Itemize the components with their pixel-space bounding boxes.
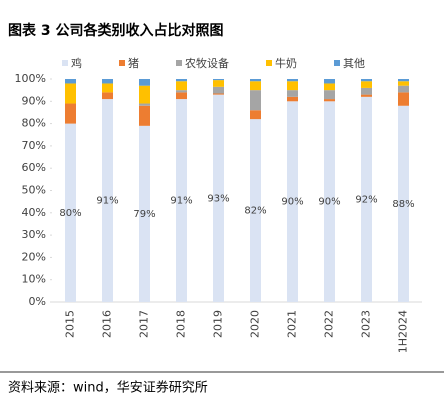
value-label: 91% — [96, 196, 118, 207]
y-tick-label: 10% — [22, 273, 46, 286]
y-tick-label: 40% — [22, 206, 46, 219]
bar-segment — [250, 81, 261, 91]
legend-label: 猪 — [128, 57, 139, 70]
value-label: 80% — [59, 208, 81, 219]
bar-segment — [361, 87, 372, 95]
bar-segment — [361, 79, 372, 82]
bar-segment — [139, 85, 150, 104]
bar-segment — [287, 81, 298, 91]
y-tick-label: 20% — [22, 250, 46, 263]
bar-segment — [398, 92, 409, 106]
x-tick-label: 2022 — [323, 310, 336, 338]
value-label: 93% — [207, 193, 229, 204]
bar-segment — [139, 125, 150, 302]
bar-segment — [176, 92, 187, 100]
bar-segment — [324, 79, 335, 84]
y-tick-label: 80% — [22, 117, 46, 130]
bar-segment — [324, 90, 335, 100]
bar-segment — [65, 103, 76, 124]
chart-title: 图表 3 公司各类别收入占比对照图 — [8, 22, 224, 39]
bar-segment — [176, 99, 187, 302]
bar-segment — [65, 83, 76, 104]
bar-segment — [287, 96, 298, 102]
y-tick-label: 30% — [22, 228, 46, 241]
x-tick-label: 2016 — [101, 310, 114, 338]
bar-segment — [65, 79, 76, 84]
y-tick-label: 70% — [22, 139, 46, 152]
value-label: 90% — [281, 197, 303, 208]
x-tick-label: 2018 — [175, 310, 188, 338]
bar-segment — [139, 79, 150, 86]
bar-segment — [139, 103, 150, 106]
value-label: 82% — [244, 206, 266, 217]
legend-label: 牛奶 — [275, 56, 297, 70]
bar-segment — [287, 90, 298, 97]
legend-swatch — [119, 60, 125, 66]
bar-segment — [213, 80, 224, 87]
bar-segment — [176, 79, 187, 82]
bar-segment — [213, 93, 224, 95]
bar-segment — [398, 79, 409, 82]
bar-segment — [398, 81, 409, 86]
legend-label: 鸡 — [71, 56, 82, 70]
x-tick-label: 2020 — [249, 310, 262, 338]
bar-segment — [176, 81, 187, 91]
bar-segment — [213, 79, 224, 81]
value-label: 79% — [133, 209, 155, 220]
bar-segment — [324, 99, 335, 102]
bar-segment — [361, 81, 372, 88]
bar-segment — [65, 123, 76, 302]
x-tick-label: 2015 — [64, 310, 77, 338]
bar-segment — [102, 99, 113, 302]
bar-segment — [213, 86, 224, 94]
bar-segment — [102, 79, 113, 84]
y-tick-label: 90% — [22, 94, 46, 107]
bar-segment — [324, 101, 335, 302]
bar-segment — [250, 79, 261, 82]
bar-segment — [250, 110, 261, 120]
y-tick-label: 60% — [22, 161, 46, 174]
bar-segment — [398, 105, 409, 302]
value-label: 88% — [392, 199, 414, 210]
bar-segment — [287, 79, 298, 82]
x-tick-label: 2023 — [360, 310, 373, 338]
bar-segment — [213, 94, 224, 302]
y-tick-label: 0% — [29, 295, 46, 308]
x-tick-label: 2017 — [138, 310, 151, 338]
bar-segment — [324, 83, 335, 91]
legend-swatch — [176, 60, 182, 66]
bar-segment — [287, 101, 298, 302]
bar-segment — [398, 85, 409, 93]
x-tick-label: 2019 — [212, 310, 225, 338]
bar-segment — [102, 92, 113, 100]
bar-segment — [139, 105, 150, 126]
legend-label: 其他 — [343, 57, 365, 70]
bar-segment — [250, 119, 261, 302]
legend-swatch — [266, 60, 272, 66]
x-tick-label: 1H2024 — [397, 310, 410, 353]
x-tick-label: 2021 — [286, 310, 299, 338]
value-label: 91% — [170, 196, 192, 207]
legend-label: 农牧设备 — [185, 56, 229, 70]
bar-segment — [102, 83, 113, 93]
legend-swatch — [334, 60, 340, 66]
value-label: 92% — [355, 194, 377, 205]
source: 资料来源：wind，华安证券研究所 — [8, 380, 208, 396]
y-tick-label: 50% — [22, 184, 46, 197]
value-label: 90% — [318, 197, 340, 208]
legend-swatch — [62, 60, 68, 66]
bar-segment — [361, 94, 372, 97]
y-tick-label: 100% — [15, 72, 46, 85]
bar-segment — [250, 90, 261, 111]
bar-segment — [361, 96, 372, 302]
bar-segment — [176, 90, 187, 93]
